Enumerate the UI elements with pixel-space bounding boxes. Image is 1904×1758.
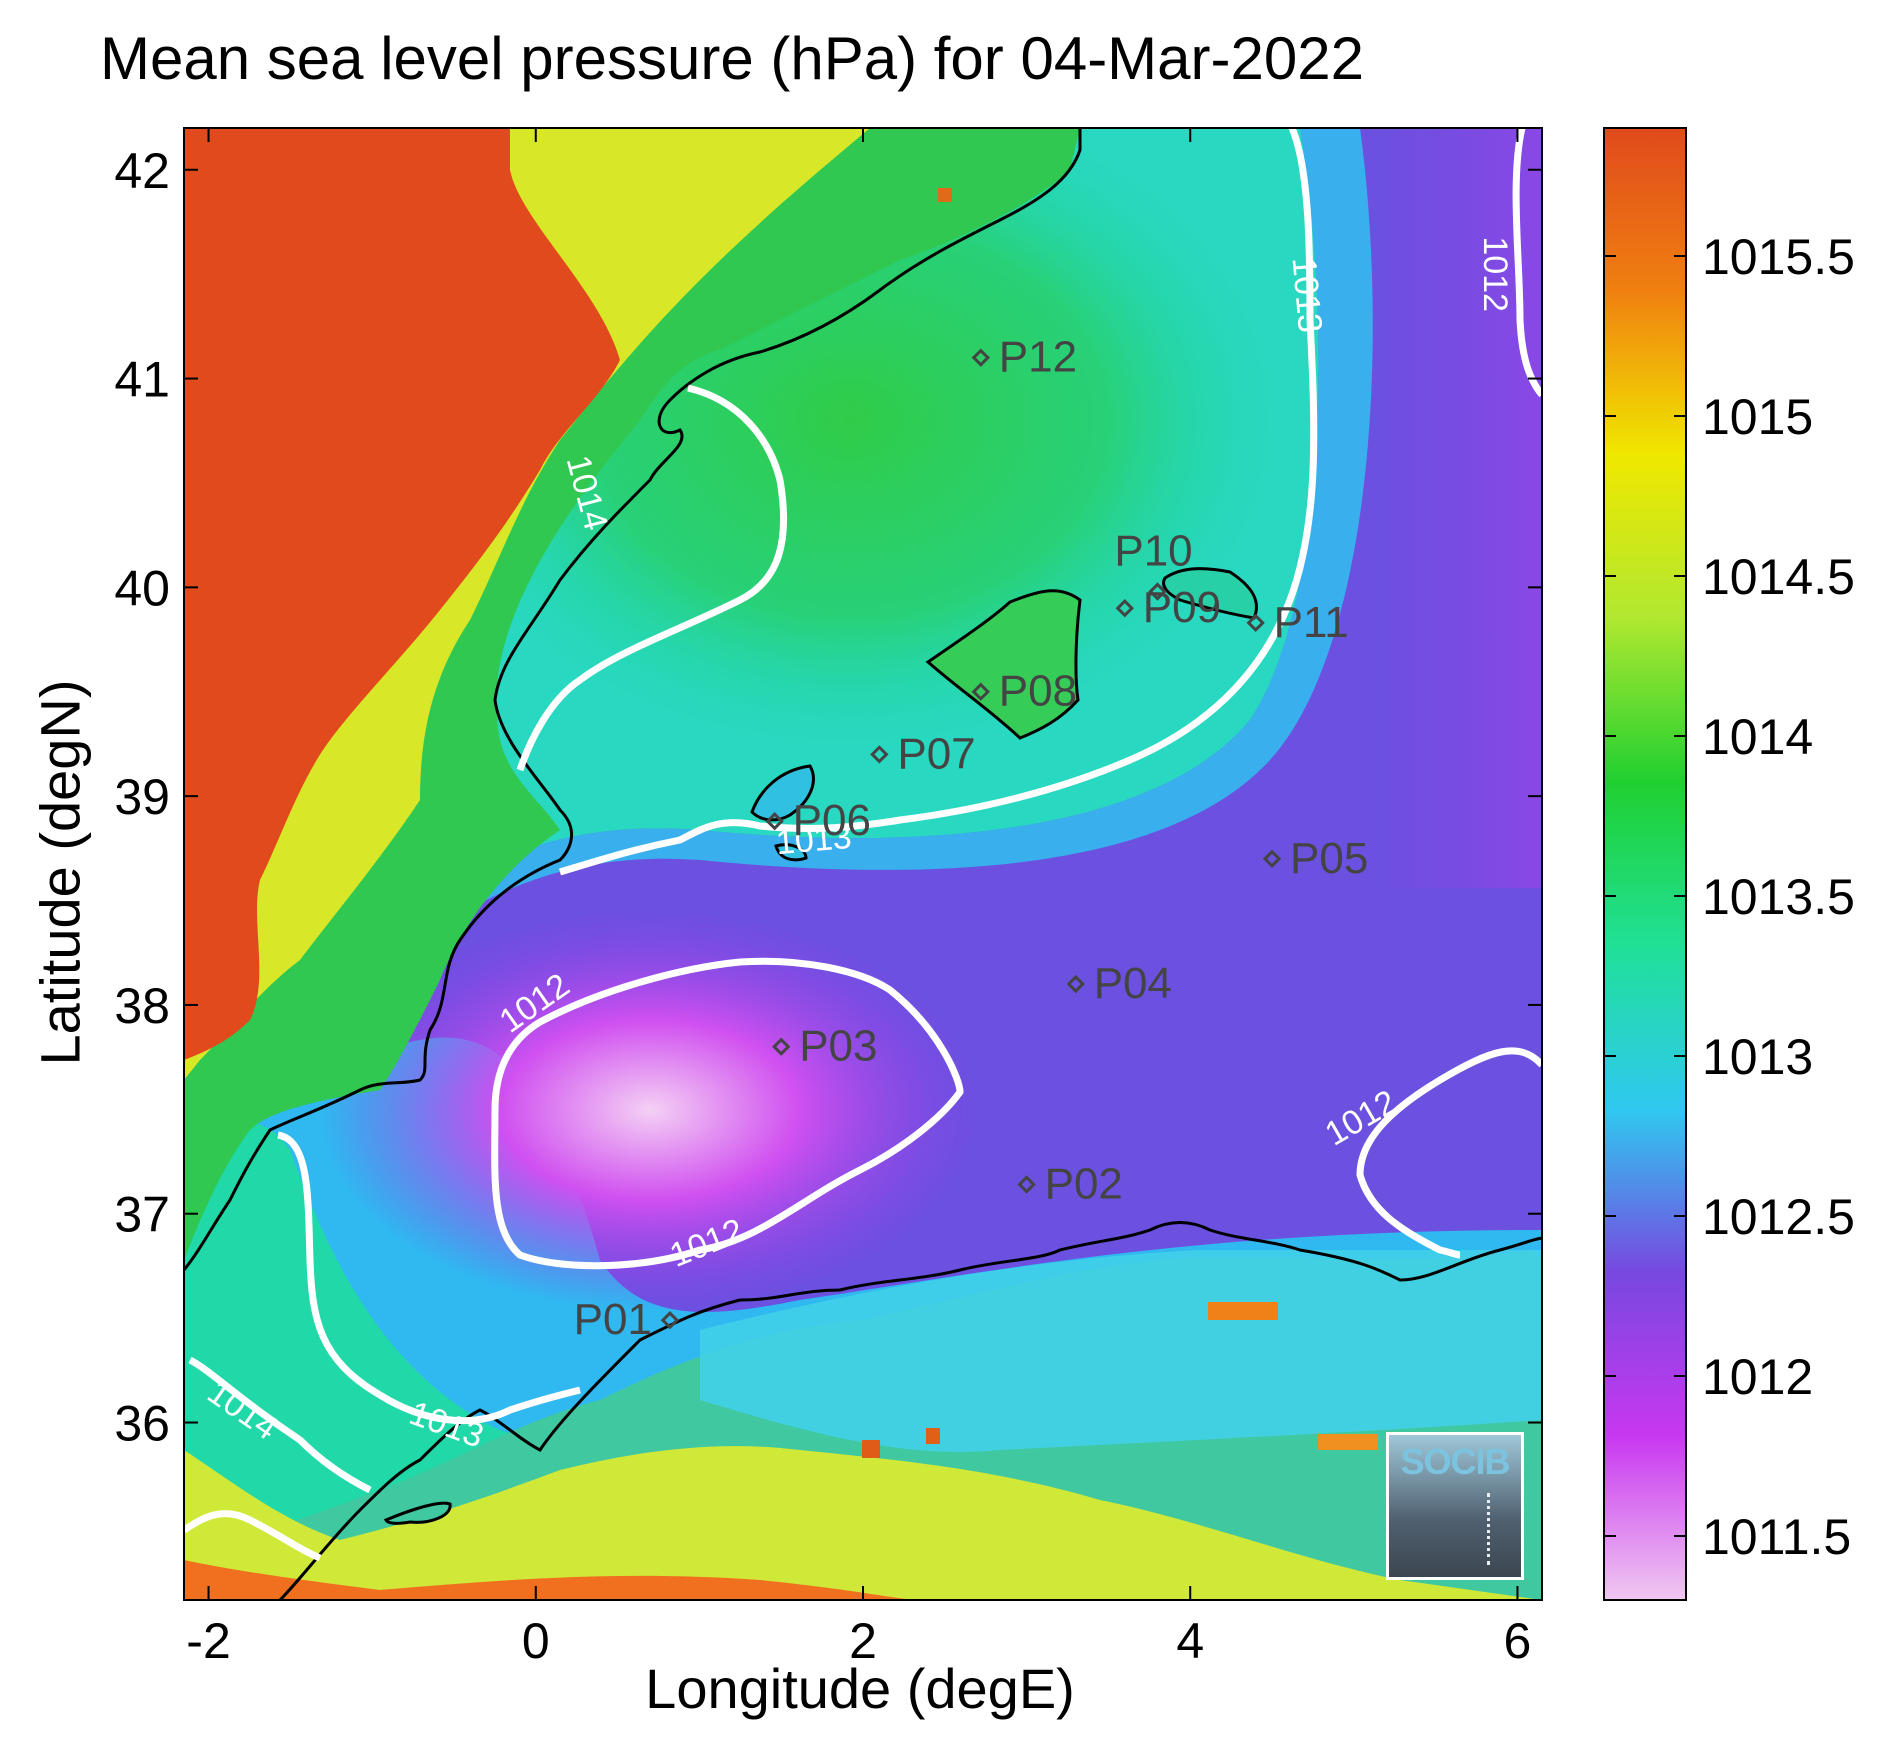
colorbar-tick-label: 1015: [1702, 389, 1813, 445]
land-hotspot: [1208, 1302, 1278, 1320]
station-marker: [1148, 582, 1167, 601]
island-formentera: [774, 843, 808, 862]
land-hotspot: [938, 188, 952, 202]
station-label: P06: [793, 796, 871, 845]
station-label: P08: [999, 667, 1077, 716]
colorbar-tick-label: 1014: [1702, 709, 1813, 765]
station-marker: [772, 1037, 791, 1056]
colorbar-tick-label: 1015.5: [1702, 229, 1855, 285]
land-africa-yellow: [184, 1446, 1542, 1600]
land-hotspot: [1318, 1434, 1378, 1450]
x-tick-label: 6: [1504, 1613, 1532, 1669]
station-marker: [1246, 613, 1265, 633]
contour-1014-southwest: [184, 1510, 322, 1562]
contour-1012-east: [1356, 1047, 1542, 1259]
station-marker: [660, 1311, 680, 1330]
y-tick-label: 36: [114, 1396, 170, 1452]
island-mallorca: [925, 589, 1082, 740]
contour-label: 1013: [1285, 256, 1329, 335]
colorbar-gradient: [1603, 127, 1687, 1601]
station-marker: [1262, 849, 1282, 868]
contour-1014-south: [188, 1356, 372, 1494]
station-label: P12: [999, 333, 1077, 382]
x-tick-label: 0: [522, 1613, 550, 1669]
land-hotspot: [862, 1440, 880, 1458]
x-tick-label: 4: [1176, 1613, 1204, 1669]
contour-1014-north: [516, 384, 788, 772]
coastline-iberia: [184, 128, 1082, 1271]
y-tick-label: 39: [114, 769, 170, 825]
station-label: P11: [1274, 598, 1349, 647]
y-tick-label: 37: [114, 1187, 170, 1243]
x-tick-label: -2: [186, 1613, 230, 1669]
y-axis: 36 37 38 39 40 41 42: [114, 143, 1542, 1452]
station-label: P03: [799, 1022, 877, 1071]
contour-label: 1013: [774, 818, 853, 862]
station-label: P02: [1045, 1159, 1123, 1208]
x-axis: -2 0 2 4 6: [186, 128, 1531, 1669]
station-marker: [1066, 974, 1085, 994]
colorbar: 1011.5 1012 1012.5 1013 1013.5 1014 1014.5 1015…: [1603, 127, 1855, 1601]
socib-mast-icon: [1487, 1493, 1493, 1565]
station-marker: [1115, 599, 1134, 618]
low-pressure-core: [320, 910, 980, 1310]
socib-logo: SOCIB: [1386, 1432, 1524, 1580]
colorbar-tick-label: 1012.5: [1702, 1189, 1855, 1245]
colorbar-tick-label: 1013.5: [1702, 869, 1855, 925]
colorbar-tick-label: 1014.5: [1702, 549, 1855, 605]
land-hotspot: [926, 1428, 940, 1444]
contour-label: 1012: [1476, 236, 1514, 312]
island-alboran: [383, 1501, 452, 1525]
station-label: P07: [897, 729, 975, 778]
station-label: P05: [1290, 834, 1368, 883]
island-ibiza: [750, 764, 815, 822]
chart-title: Mean sea level pressure (hPa) for 04-Mar…: [100, 25, 1364, 92]
station-label: P10: [1114, 527, 1192, 576]
station-markers: P01 P02 P03 P04 P05 P06 P07 P08 P09 P10 P11 P12: [574, 333, 1369, 1345]
station-marker: [1017, 1175, 1036, 1194]
colorbar-tick-label: 1013: [1702, 1029, 1813, 1085]
station-marker: [765, 812, 784, 831]
station-label: P01: [574, 1295, 652, 1344]
land-iberia-red: [184, 128, 620, 1060]
y-tick-label: 38: [114, 978, 170, 1034]
colorbar-tick-label: 1011.5: [1702, 1509, 1851, 1565]
station-label: P09: [1143, 583, 1221, 632]
x-tick-label: 2: [849, 1613, 877, 1669]
x-axis-label: Longitude (degE): [645, 1657, 1075, 1720]
contour-lines: [184, 128, 1542, 1562]
socib-logo-text: SOCIB: [1400, 1441, 1510, 1482]
contour-1013-north: [558, 128, 1318, 876]
y-tick-label: 40: [114, 560, 170, 616]
station-marker: [971, 348, 990, 367]
colorbar-tick-label: 1012: [1702, 1349, 1813, 1405]
colorbar-ticks: 1011.5 1012 1012.5 1013 1013.5 1014 1014.5 1015…: [1604, 229, 1855, 1565]
contour-1013-south: [277, 1131, 581, 1425]
contour-1012-low: [491, 957, 964, 1270]
station-marker: [971, 682, 990, 701]
land-africa-red: [184, 1560, 920, 1600]
contour-1012-northeast: [1512, 128, 1542, 398]
land-africa-bluegreen: [700, 1250, 1542, 1452]
y-tick-label: 42: [114, 143, 170, 199]
station-label: P04: [1094, 959, 1172, 1008]
station-marker: [870, 745, 889, 764]
y-tick-label: 41: [114, 352, 170, 408]
